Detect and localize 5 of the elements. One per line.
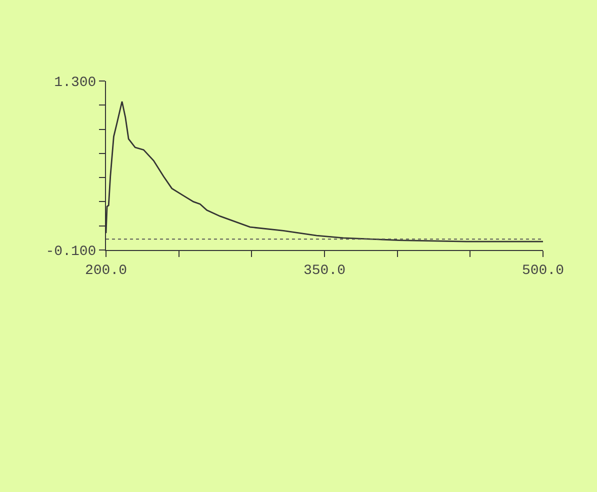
x-tick-label: 200.0 (84, 262, 128, 279)
y-tick-label: 1.300 (54, 74, 96, 91)
x-tick-label: 500.0 (522, 262, 564, 279)
y-tick-label: -0.100 (46, 244, 96, 260)
x-tick-label: 350.0 (303, 262, 346, 279)
